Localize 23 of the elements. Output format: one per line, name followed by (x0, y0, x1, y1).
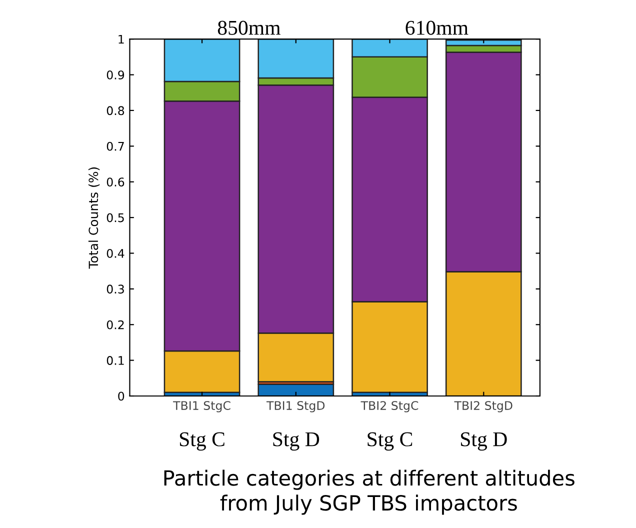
text: Stg D (461, 432, 507, 451)
x-tick-label: TBI1 StgC (173, 401, 230, 412)
y-tick-label: 0.6 (106, 178, 124, 186)
text: Stg D (273, 432, 320, 451)
y-axis-title: Total Counts (%) (88, 167, 100, 269)
y-tick-label: 1 (118, 34, 124, 44)
y-tick-label: 0.2 (106, 320, 124, 330)
y-tick-label: 0.4 (106, 248, 124, 258)
y-tick-label: 0.9 (106, 70, 124, 80)
x-tick-label: TBI2 StgD (454, 401, 512, 412)
text: Stg C (180, 432, 224, 451)
y-tick-label: 0.8 (106, 106, 124, 116)
x-tick-label: TBI2 StgC (360, 401, 418, 412)
y-tick-label: 0 (118, 392, 124, 401)
text: Stg C (368, 432, 412, 451)
y-tick-label: 0.1 (106, 356, 124, 365)
x-axis-title: Particle categories at different altitudes from July SGP TBS impactors (164, 470, 574, 515)
text: 610mm (406, 20, 468, 35)
y-tick-label: 0.7 (106, 142, 124, 151)
x-tick-label: TBI1 StgD (266, 401, 325, 412)
text: 850mm (218, 20, 280, 35)
y-tick-label: 0.5 (106, 213, 124, 222)
y-tick-label: 0.3 (106, 284, 124, 294)
